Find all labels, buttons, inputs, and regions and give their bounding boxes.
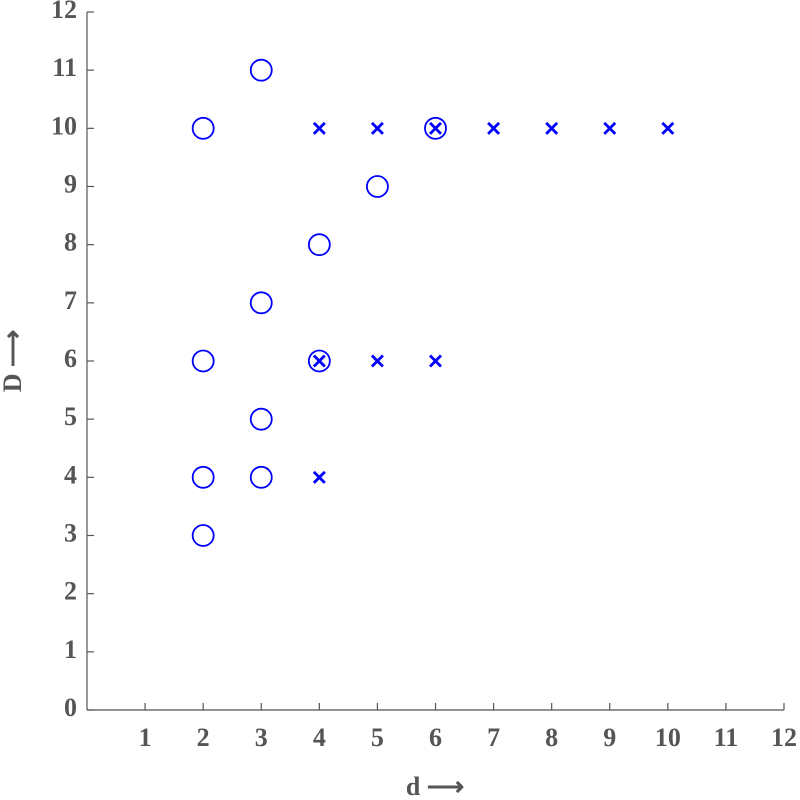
circle-marker xyxy=(191,116,215,140)
x-tick-label: 9 xyxy=(603,723,616,752)
circle-marker xyxy=(307,233,331,257)
x-tick-label: 5 xyxy=(371,723,384,752)
x-tick-label: 8 xyxy=(545,723,558,752)
circle-marker xyxy=(249,291,273,315)
y-tick-label: 0 xyxy=(64,693,77,722)
y-tick-label: 9 xyxy=(64,169,77,198)
y-tick-label: 1 xyxy=(64,635,77,664)
x-tick-label: 1 xyxy=(139,723,152,752)
cross-marker xyxy=(429,121,442,135)
circle-marker xyxy=(191,524,215,547)
circle-marker xyxy=(249,407,273,431)
cross-marker xyxy=(370,354,384,368)
y-tick-label: 4 xyxy=(64,460,77,489)
cross-marker xyxy=(312,121,326,135)
y-tick-label: 11 xyxy=(52,53,77,82)
x-tick-label: 6 xyxy=(429,723,442,752)
y-tick-label: 8 xyxy=(64,228,77,257)
circle-marker xyxy=(191,465,215,489)
circle-marker xyxy=(249,58,273,82)
y-tick-label: 2 xyxy=(64,577,77,606)
cross-marker xyxy=(429,354,442,368)
circle-marker xyxy=(191,349,215,373)
y-tick-label: 3 xyxy=(64,518,77,547)
y-tick-label: 6 xyxy=(64,344,77,373)
x-tick-label: 12 xyxy=(771,723,797,752)
y-tick-label: 10 xyxy=(51,111,77,140)
cross-marker xyxy=(545,121,559,135)
x-axis-label: d ⟶ xyxy=(406,772,464,800)
y-axis-label: D ⟶ xyxy=(0,330,27,393)
x-tick-label: 3 xyxy=(255,723,268,752)
circle-marker xyxy=(424,116,447,140)
cross-marker xyxy=(312,354,326,368)
y-tick-label: 5 xyxy=(64,402,77,431)
cross-marker xyxy=(487,121,501,135)
cross-marker xyxy=(370,121,384,135)
y-tick-label: 7 xyxy=(64,286,77,315)
circle-marker xyxy=(307,349,331,373)
x-tick-label: 11 xyxy=(714,723,739,752)
y-tick-label: 12 xyxy=(51,0,77,24)
x-tick-label: 7 xyxy=(487,723,500,752)
cross-marker xyxy=(661,121,675,135)
circle-marker xyxy=(249,465,273,489)
cross-marker xyxy=(312,470,326,484)
circle-marker xyxy=(366,175,389,198)
x-tick-label: 10 xyxy=(655,723,681,752)
cross-marker xyxy=(603,121,617,135)
x-tick-label: 2 xyxy=(197,723,210,752)
x-tick-label: 4 xyxy=(313,723,326,752)
